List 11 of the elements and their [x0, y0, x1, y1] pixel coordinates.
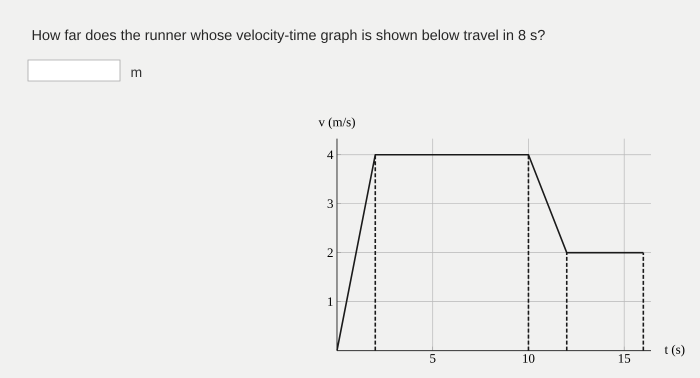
x-tick-label: 15 — [618, 354, 630, 363]
y-tick-label: 3 — [328, 199, 333, 208]
y-tick-label: 2 — [328, 248, 333, 257]
x-tick-label: 5 — [430, 354, 436, 363]
x-tick-label: 10 — [523, 354, 534, 363]
y-tick-label: 4 — [327, 150, 334, 159]
chart-title: How far does the runner whose velocity-time graph is shown below travel in 8 s? — [32, 30, 545, 43]
y-tick-label: 1 — [328, 297, 333, 306]
y-axis-title: v (m/s) — [318, 117, 355, 130]
text: m — [131, 69, 142, 77]
x-axis-title: t (s) — [664, 344, 684, 356]
